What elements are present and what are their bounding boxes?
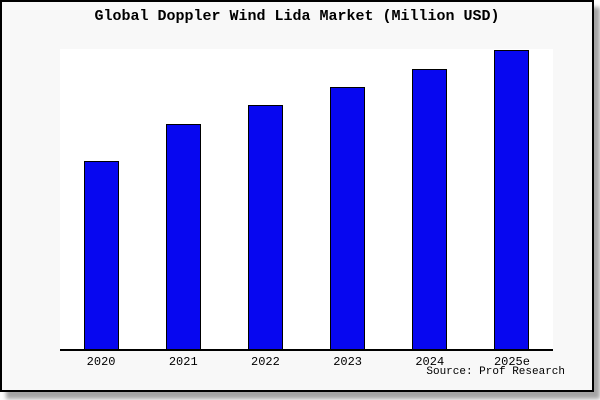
- bar-2025e: [494, 50, 530, 349]
- bar-slot-2021: [142, 49, 224, 349]
- plot-area: [60, 49, 553, 351]
- bar-2023: [330, 86, 366, 349]
- chart-figure: Global Doppler Wind Lida Market (Million…: [0, 0, 594, 392]
- bar-2021: [165, 124, 201, 349]
- chart-title: Global Doppler Wind Lida Market (Million…: [94, 8, 500, 25]
- x-tick-2020: 2020: [86, 355, 116, 369]
- bar-slot-2023: [307, 49, 389, 349]
- bar-slot-2020: [60, 49, 142, 349]
- x-tick-2023: 2023: [333, 355, 362, 369]
- bar-2022: [247, 105, 283, 349]
- bar-2024: [412, 68, 448, 349]
- x-tick-2024: 2024: [415, 355, 445, 369]
- bar-slot-2024: [389, 49, 471, 349]
- x-axis-tick-labels: 2020 2021 2022 2023 2024 2025e: [60, 355, 553, 369]
- bar-series: [60, 49, 553, 349]
- bar-slot-2022: [224, 49, 306, 349]
- x-tick-2021: 2021: [168, 355, 198, 369]
- source-note: Source: Prof Research: [426, 366, 565, 378]
- x-tick-2022: 2022: [251, 355, 280, 369]
- x-tick-2025e: 2025e: [493, 355, 530, 369]
- bar-slot-2025e: [471, 49, 553, 349]
- bar-2020: [83, 160, 119, 349]
